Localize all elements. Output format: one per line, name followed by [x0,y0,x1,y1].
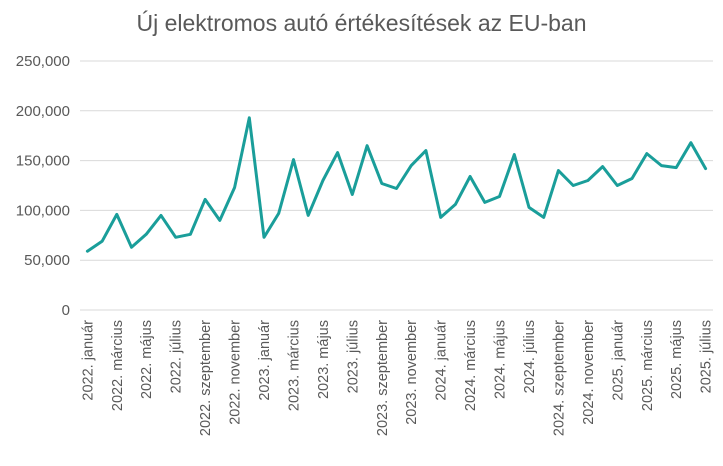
data-point [483,201,487,204]
series-line [85,116,708,253]
x-tick-label: 2023. november [404,320,420,425]
x-tick-label: 2024. május [493,320,509,399]
data-point [601,165,604,168]
data-point [571,184,575,187]
chart-title: Új elektromos autó értékesítések az EU-b… [136,10,587,36]
data-point [616,184,619,187]
data-point [321,179,325,182]
x-tick-label: 2023. július [345,320,361,393]
data-point [86,250,89,253]
x-tick-label: 2022. november [228,320,244,425]
data-point [439,216,442,219]
data-point [130,246,133,249]
data-point [306,214,310,217]
data-point [233,186,236,189]
data-point [336,151,339,154]
data-point [468,175,472,178]
y-tick-label: 250,000 [16,53,70,70]
series-layer [85,116,708,253]
data-point [498,195,501,198]
data-point [145,233,148,236]
data-point [557,169,560,172]
x-tick-label: 2022. március [110,320,126,411]
data-point [262,236,266,239]
y-tick-label: 50,000 [24,252,70,269]
data-point [248,116,251,119]
y-tick-label: 100,000 [16,202,70,219]
x-tick-label: 2024. július [522,320,538,393]
data-point [292,158,295,161]
data-point [645,152,648,155]
data-point [704,167,707,170]
data-point [365,144,369,147]
data-point [277,212,280,215]
data-point [174,236,177,239]
data-point [527,206,531,209]
data-point [395,187,398,190]
x-tick-label: 2024. január [434,320,450,401]
data-point [689,141,693,144]
x-tick-label: 2022. május [139,320,155,399]
data-point [630,177,634,180]
data-point [115,213,119,216]
x-tick-label: 2023. március [286,320,302,411]
x-tick-label: 2024. március [463,320,479,411]
data-point [380,182,383,185]
gridlines [80,60,713,311]
data-point [410,164,413,167]
x-tick-label: 2024. szeptember [551,320,567,436]
data-point [542,216,545,219]
x-tick-label: 2023. szeptember [375,320,391,436]
data-point [100,240,104,243]
x-tick-label: 2024. november [581,320,597,425]
x-tick-label: 2023. január [257,320,273,401]
data-point [660,164,663,167]
x-tick-label: 2025. március [640,320,656,411]
x-tick-label: 2022. szeptember [198,320,214,436]
data-point [351,193,354,196]
x-tick-label: 2025. május [669,320,685,399]
data-point [203,198,207,201]
data-point [424,149,428,152]
data-point [454,203,457,206]
x-tick-label: 2025. július [699,320,715,393]
x-tick-label: 2022. január [80,320,96,401]
x-axis-ticks: 2022. január 2022. március 2022. május 2022… [80,320,714,436]
data-point [189,233,192,236]
data-point [159,214,163,217]
y-axis-ticks: 0 50,000 100,000 150,000 200,000 250,000 [16,53,70,319]
data-point [513,153,516,156]
y-tick-label: 0 [62,302,70,319]
data-point [586,179,590,182]
y-tick-label: 200,000 [16,103,70,120]
x-tick-label: 2022. július [169,320,185,393]
y-tick-label: 150,000 [16,153,70,170]
data-point [674,166,678,169]
x-tick-label: 2025. január [610,320,626,401]
data-point [218,219,222,222]
x-tick-label: 2023. május [316,320,332,399]
